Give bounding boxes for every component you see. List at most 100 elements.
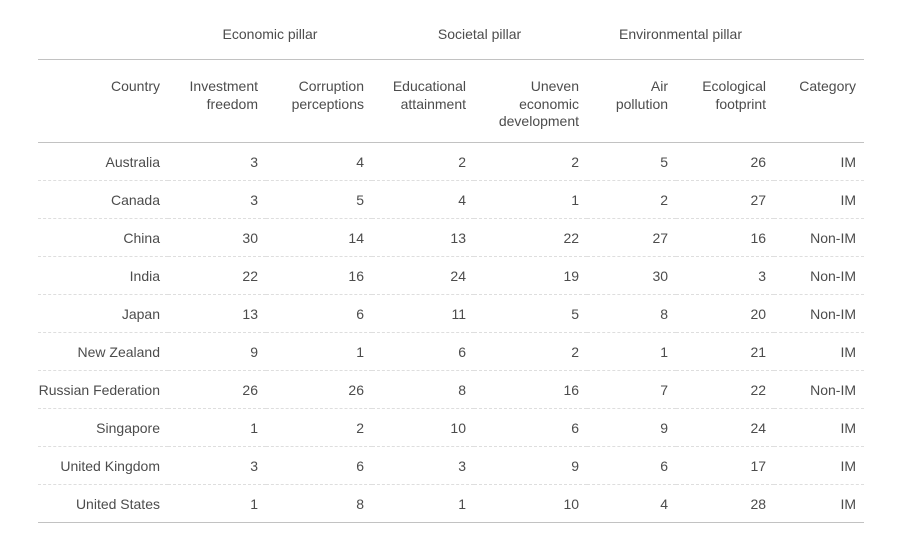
cell-corruption-perceptions: 14 (266, 218, 372, 257)
cell-ecological-footprint: 26 (676, 142, 775, 181)
cell-educational-attainment: 2 (372, 142, 474, 181)
cell-air-pollution: 2 (587, 180, 677, 219)
cell-ecological-footprint: 16 (676, 218, 775, 257)
cell-investment-freedom: 9 (168, 332, 266, 371)
pillar-header-environmental: Environmental pillar (587, 8, 775, 60)
table-row: Russian Federation 26 26 8 16 7 22 Non-IM (38, 370, 865, 409)
cell-uneven-economic-development: 2 (474, 332, 588, 371)
cell-ecological-footprint: 28 (676, 484, 775, 523)
cell-ecological-footprint: 22 (676, 370, 775, 409)
cell-category: IM (774, 142, 865, 181)
table-body: Australia 3 4 2 2 5 26 IM Canada 3 5 4 1 2 27 IM China 30… (38, 142, 865, 523)
cell-uneven-economic-development: 6 (474, 408, 588, 447)
cell-educational-attainment: 3 (372, 446, 474, 485)
cell-air-pollution: 6 (587, 446, 677, 485)
cell-ecological-footprint: 27 (676, 180, 775, 219)
cell-corruption-perceptions: 16 (266, 256, 372, 295)
cell-investment-freedom: 13 (168, 294, 266, 333)
cell-air-pollution: 5 (587, 142, 677, 181)
cell-uneven-economic-development: 16 (474, 370, 588, 409)
pillar-spacer-left (38, 8, 168, 60)
cell-corruption-perceptions: 6 (266, 446, 372, 485)
cell-category: Non-IM (774, 370, 865, 409)
cell-air-pollution: 30 (587, 256, 677, 295)
column-header-uneven-economic-development: Uneven economic development (474, 59, 588, 143)
cell-category: IM (774, 332, 865, 371)
cell-uneven-economic-development: 2 (474, 142, 588, 181)
column-header-air-pollution: Air pollution (587, 59, 677, 143)
cell-country: Japan (38, 294, 168, 333)
cell-educational-attainment: 1 (372, 484, 474, 523)
cell-country: United States (38, 484, 168, 523)
cell-country: United Kingdom (38, 446, 168, 485)
pillar-header-economic: Economic pillar (168, 8, 372, 60)
cell-ecological-footprint: 20 (676, 294, 775, 333)
cell-country: Singapore (38, 408, 168, 447)
table-row: Singapore 1 2 10 6 9 24 IM (38, 408, 865, 447)
cell-educational-attainment: 11 (372, 294, 474, 333)
cell-country: Russian Federation (38, 370, 168, 409)
cell-educational-attainment: 4 (372, 180, 474, 219)
cell-corruption-perceptions: 1 (266, 332, 372, 371)
pillar-spacer-right (774, 8, 865, 60)
table-row: China 30 14 13 22 27 16 Non-IM (38, 218, 865, 257)
cell-corruption-perceptions: 2 (266, 408, 372, 447)
cell-category: IM (774, 180, 865, 219)
table-row: Australia 3 4 2 2 5 26 IM (38, 142, 865, 181)
pillar-header-societal: Societal pillar (372, 8, 588, 60)
cell-educational-attainment: 24 (372, 256, 474, 295)
cell-corruption-perceptions: 26 (266, 370, 372, 409)
column-header-corruption-perceptions: Corruption perceptions (266, 59, 372, 143)
cell-investment-freedom: 30 (168, 218, 266, 257)
cell-air-pollution: 1 (587, 332, 677, 371)
cell-air-pollution: 4 (587, 484, 677, 523)
cell-investment-freedom: 22 (168, 256, 266, 295)
cell-ecological-footprint: 24 (676, 408, 775, 447)
column-header-investment-freedom: Investment freedom (168, 59, 266, 143)
cell-country: China (38, 218, 168, 257)
cell-country: Canada (38, 180, 168, 219)
cell-investment-freedom: 26 (168, 370, 266, 409)
cell-category: Non-IM (774, 256, 865, 295)
pillar-ranking-table: Economic pillar Societal pillar Environm… (38, 8, 865, 523)
cell-investment-freedom: 3 (168, 446, 266, 485)
column-header-row: Country Investment freedom Corruption pe… (38, 59, 865, 143)
cell-investment-freedom: 1 (168, 408, 266, 447)
cell-educational-attainment: 13 (372, 218, 474, 257)
cell-uneven-economic-development: 1 (474, 180, 588, 219)
column-header-educational-attainment: Educational attainment (372, 59, 474, 143)
table-header: Economic pillar Societal pillar Environm… (38, 8, 865, 143)
cell-uneven-economic-development: 22 (474, 218, 588, 257)
cell-corruption-perceptions: 8 (266, 484, 372, 523)
cell-category: IM (774, 446, 865, 485)
cell-uneven-economic-development: 19 (474, 256, 588, 295)
cell-air-pollution: 27 (587, 218, 677, 257)
pillar-header-row: Economic pillar Societal pillar Environm… (38, 8, 865, 60)
table-row: India 22 16 24 19 30 3 Non-IM (38, 256, 865, 295)
cell-air-pollution: 8 (587, 294, 677, 333)
cell-air-pollution: 7 (587, 370, 677, 409)
cell-corruption-perceptions: 6 (266, 294, 372, 333)
table-row: Canada 3 5 4 1 2 27 IM (38, 180, 865, 219)
cell-corruption-perceptions: 4 (266, 142, 372, 181)
cell-investment-freedom: 3 (168, 180, 266, 219)
cell-ecological-footprint: 17 (676, 446, 775, 485)
column-header-ecological-footprint: Ecological footprint (676, 59, 775, 143)
cell-uneven-economic-development: 5 (474, 294, 588, 333)
column-header-country: Country (38, 59, 168, 143)
cell-corruption-perceptions: 5 (266, 180, 372, 219)
cell-category: Non-IM (774, 294, 865, 333)
table-row: Japan 13 6 11 5 8 20 Non-IM (38, 294, 865, 333)
cell-uneven-economic-development: 9 (474, 446, 588, 485)
cell-investment-freedom: 1 (168, 484, 266, 523)
cell-uneven-economic-development: 10 (474, 484, 588, 523)
cell-ecological-footprint: 3 (676, 256, 775, 295)
table-row: New Zealand 9 1 6 2 1 21 IM (38, 332, 865, 371)
cell-educational-attainment: 10 (372, 408, 474, 447)
cell-country: New Zealand (38, 332, 168, 371)
cell-educational-attainment: 8 (372, 370, 474, 409)
cell-ecological-footprint: 21 (676, 332, 775, 371)
cell-educational-attainment: 6 (372, 332, 474, 371)
cell-investment-freedom: 3 (168, 142, 266, 181)
